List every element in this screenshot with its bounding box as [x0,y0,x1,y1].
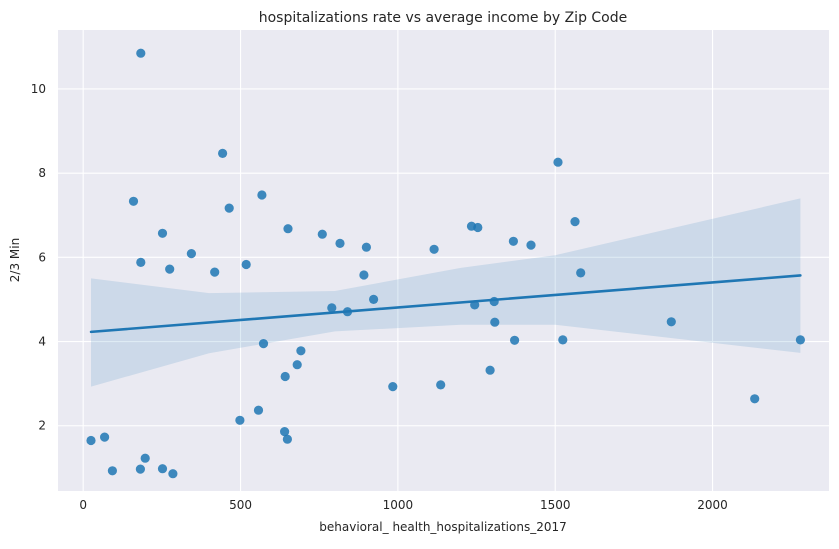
scatter-point [526,240,536,250]
scatter-point [258,339,269,349]
scatter-point [186,249,196,259]
x-axis-label: behavioral_ health_hospitalizations_2017 [319,520,566,534]
scatter-point [282,434,292,444]
scatter-point [253,405,264,415]
scatter-point [280,371,290,382]
scatter-point [140,453,150,463]
scatter-point [283,224,293,234]
scatter-point [136,48,146,58]
scatter-point [157,464,168,474]
scatter-point [257,190,267,200]
scatter-point [280,427,290,437]
scatter-point [224,203,234,213]
x-tick-label: 500 [229,498,252,512]
grid-lines [58,30,829,491]
scatter-point [128,196,139,206]
scatter-point [168,469,178,479]
y-tick-label: 10 [31,82,46,96]
scatter-point [473,222,483,233]
scatter-point [429,244,439,254]
scatter-point [436,380,446,390]
scatter-point [296,346,306,356]
scatter-point [553,157,563,167]
x-tick-labels: 0 500 1000 1500 2000 [79,498,727,512]
y-tick-labels: 2 4 6 8 10 [31,82,46,433]
scatter-point [335,238,345,248]
scatter-point [750,394,760,404]
scatter-point [508,236,518,246]
x-tick-label: 0 [79,498,87,512]
scatter-point [666,317,676,327]
confidence-band-layer [91,198,801,387]
regression-line-layer [89,274,802,334]
scatter-point [485,365,495,375]
scatter-point [136,257,146,267]
x-tick-label: 1500 [540,498,571,512]
y-tick-label: 2 [38,419,46,433]
scatter-point [86,435,96,446]
scatter-point [100,432,110,442]
plot-background [58,30,829,491]
scatter-point [165,264,175,274]
confidence-band [91,198,801,387]
chart-title: hospitalizations rate vs average income … [259,10,628,26]
scatter-point [490,317,500,327]
scatter-point [369,294,379,304]
scatter-point [327,303,337,313]
scatter-point [576,268,586,278]
scatter-point [135,464,145,474]
y-axis-label: 2/3 Min [8,238,22,282]
regression-line [89,274,802,334]
scatter-point [235,415,245,425]
y-tick-label: 8 [38,166,46,180]
y-tick-label: 6 [38,250,46,264]
scatter-point [361,242,371,252]
x-tick-label: 2000 [697,498,728,512]
x-tick-label: 1000 [383,498,414,512]
scatter-point [157,228,168,238]
scatter-point [570,217,580,227]
scatter-point [558,335,568,345]
scatter-point [317,229,327,239]
y-tick-label: 4 [38,335,46,349]
scatter-point [210,267,220,277]
data-points [86,48,806,479]
scatter-point [241,259,251,270]
scatter-point [795,335,806,345]
scatter-point [509,335,520,345]
scatter-point [388,382,398,392]
scatter-point [292,360,302,370]
scatter-point [359,270,369,280]
scatter-point [107,466,117,476]
scatter-point [218,148,228,158]
